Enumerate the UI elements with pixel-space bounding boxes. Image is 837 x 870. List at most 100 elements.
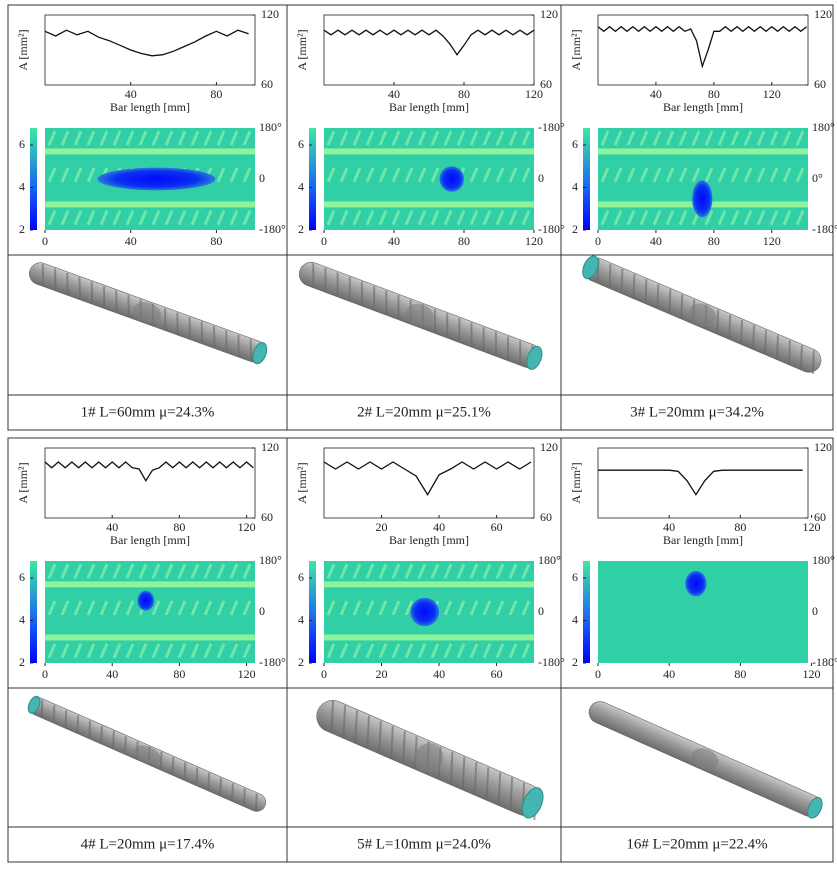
rib-mark bbox=[164, 130, 174, 146]
rib-mark bbox=[242, 563, 252, 579]
rib-mark bbox=[430, 563, 440, 579]
colorbar-tick-label: 4 bbox=[572, 612, 578, 626]
rebar-rib bbox=[680, 294, 684, 318]
rib-mark bbox=[73, 563, 83, 579]
rebar-groove bbox=[691, 748, 719, 770]
rib-mark bbox=[456, 210, 466, 226]
rib-mark bbox=[177, 130, 187, 146]
rebar-rib bbox=[237, 334, 240, 357]
angle-label: -180° bbox=[812, 222, 837, 236]
rib-mark bbox=[229, 563, 239, 579]
rib-mark bbox=[456, 563, 466, 579]
rebar-rib bbox=[799, 345, 803, 369]
rib-mark bbox=[469, 563, 479, 579]
rebar-rib bbox=[482, 327, 485, 351]
rib-mark bbox=[164, 600, 174, 616]
rebar-rib bbox=[124, 736, 127, 754]
rib-mark bbox=[151, 210, 161, 226]
rib-stripe bbox=[324, 581, 534, 588]
rib-mark bbox=[99, 600, 109, 616]
angle-label: -180° bbox=[259, 222, 286, 236]
rib-stripe bbox=[45, 634, 255, 641]
rib-mark bbox=[216, 130, 226, 146]
rebar-rib bbox=[102, 286, 106, 308]
rib-mark bbox=[60, 210, 70, 226]
rib-mark bbox=[326, 643, 336, 659]
rebar-rib bbox=[656, 284, 660, 308]
rebar bbox=[316, 700, 544, 820]
rib-mark bbox=[47, 600, 57, 616]
rib-stripe bbox=[324, 201, 534, 208]
rib-mark bbox=[112, 563, 122, 579]
plot-frame bbox=[597, 447, 809, 519]
rebar-end bbox=[252, 342, 268, 365]
rib-mark bbox=[339, 210, 349, 226]
colorbar-tick-label: 4 bbox=[298, 179, 304, 193]
angle-label: -180° bbox=[538, 120, 565, 134]
rib-mark bbox=[203, 563, 213, 579]
y-axis-label: A [mm²] bbox=[295, 462, 309, 503]
x-tick-label: 120 bbox=[238, 520, 256, 534]
rebar-rib bbox=[632, 274, 636, 298]
rib-mark bbox=[177, 643, 187, 659]
rib-mark bbox=[177, 600, 187, 616]
rib-mark bbox=[626, 167, 636, 183]
rib-mark bbox=[730, 167, 740, 183]
profile-line bbox=[323, 461, 532, 496]
rib-mark bbox=[704, 210, 714, 226]
rib-mark bbox=[482, 167, 492, 183]
rebar-rib bbox=[176, 312, 179, 335]
rib-mark bbox=[730, 210, 740, 226]
x-tick-label: 120 bbox=[763, 234, 781, 248]
y-tick-label: 60 bbox=[814, 510, 826, 524]
heatmap bbox=[324, 128, 534, 230]
x-tick-label: 40 bbox=[650, 87, 662, 101]
rebar-rib bbox=[342, 705, 347, 738]
y-tick-label: 120 bbox=[814, 440, 832, 454]
rib-mark bbox=[125, 600, 135, 616]
rebar-rib bbox=[115, 290, 118, 312]
rebar-rib bbox=[378, 720, 382, 753]
rib-mark bbox=[600, 167, 610, 183]
x-tick-label: 40 bbox=[388, 234, 400, 248]
colorbar bbox=[30, 561, 37, 663]
colorbar bbox=[583, 561, 590, 663]
plot-frame bbox=[597, 14, 809, 86]
rib-mark bbox=[795, 130, 805, 146]
rib-mark bbox=[378, 643, 388, 659]
angle-label: 0 bbox=[812, 604, 818, 618]
x-tick-label: 40 bbox=[663, 520, 675, 534]
rib-mark bbox=[456, 643, 466, 659]
defect bbox=[692, 180, 713, 218]
rib-mark bbox=[365, 643, 375, 659]
rebar-rib bbox=[330, 700, 335, 733]
rib-mark bbox=[229, 643, 239, 659]
rebar bbox=[29, 262, 268, 365]
rib-mark bbox=[326, 210, 336, 226]
rib-mark bbox=[86, 167, 96, 183]
rib-mark bbox=[138, 643, 148, 659]
rebar-rib bbox=[225, 330, 228, 352]
rebar-rib bbox=[243, 788, 246, 806]
rebar-rib bbox=[509, 777, 514, 810]
rebar-end bbox=[807, 796, 823, 819]
colorbar bbox=[309, 561, 316, 663]
rebar-rib bbox=[446, 313, 449, 337]
rib-mark bbox=[430, 130, 440, 146]
rib-mark bbox=[242, 130, 252, 146]
rib-mark bbox=[177, 563, 187, 579]
rib-mark bbox=[404, 167, 414, 183]
rebar-rib bbox=[485, 767, 490, 800]
colorbar-tick-label: 6 bbox=[19, 570, 25, 584]
colorbar-tick-label: 6 bbox=[572, 137, 578, 151]
rib-mark bbox=[112, 600, 122, 616]
rib-mark bbox=[391, 563, 401, 579]
x-tick-label: 40 bbox=[125, 87, 137, 101]
rib-mark bbox=[691, 130, 701, 146]
rib-mark bbox=[469, 167, 479, 183]
rib-mark bbox=[365, 600, 375, 616]
rebar-rib bbox=[390, 725, 394, 759]
rib-mark bbox=[47, 643, 57, 659]
rebar-rib bbox=[52, 704, 56, 723]
rib-mark bbox=[665, 210, 675, 226]
